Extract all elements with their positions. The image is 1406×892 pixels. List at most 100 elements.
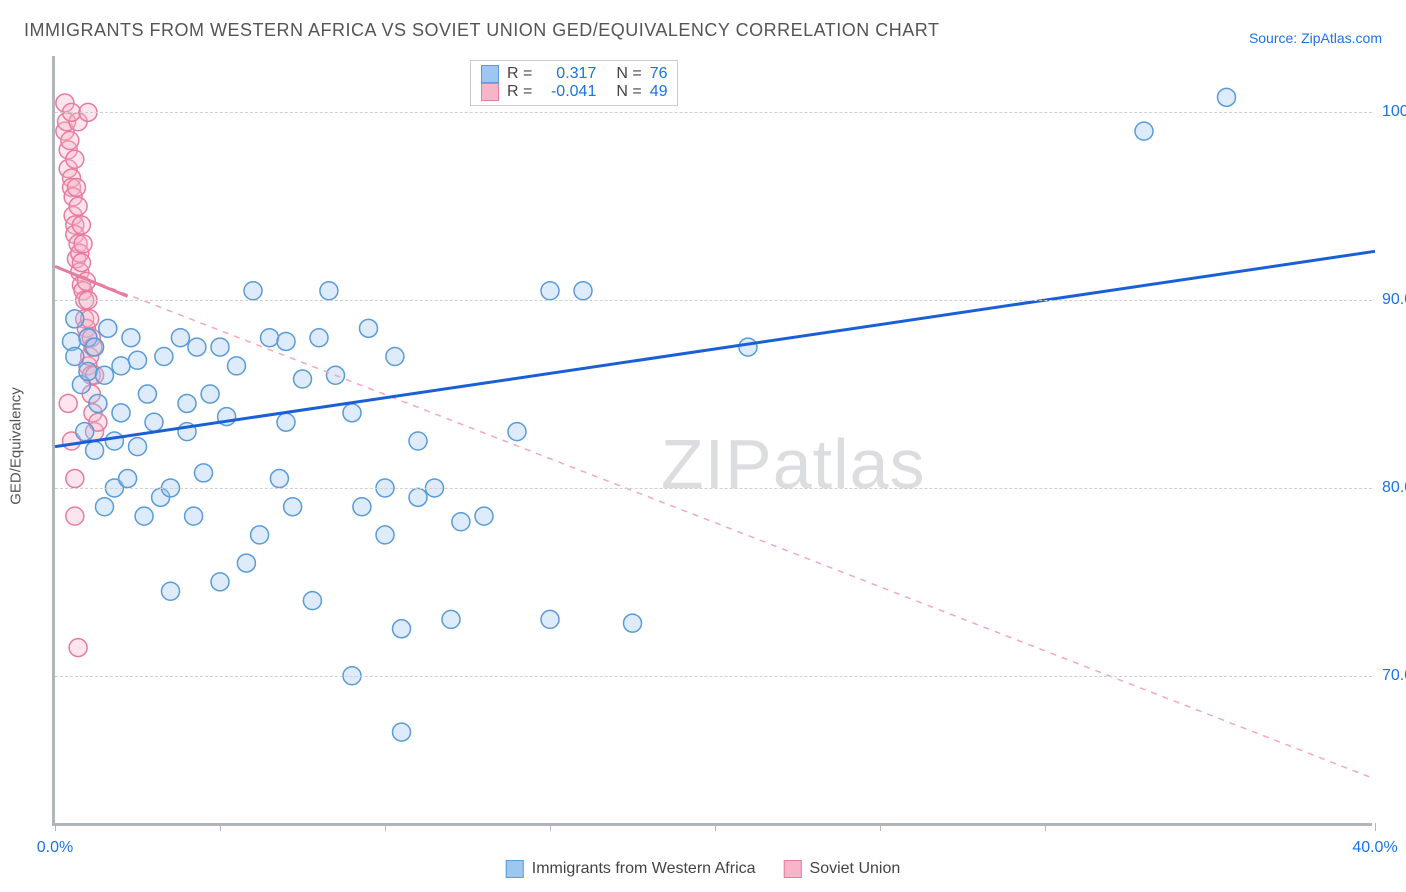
data-point xyxy=(74,235,92,253)
data-point xyxy=(211,573,229,591)
data-point xyxy=(129,351,147,369)
data-point xyxy=(270,470,288,488)
chart-title: IMMIGRANTS FROM WESTERN AFRICA VS SOVIET… xyxy=(24,20,939,41)
data-point xyxy=(86,441,104,459)
data-point xyxy=(122,329,140,347)
r-label-1: R = xyxy=(507,65,532,83)
data-point xyxy=(1218,88,1236,106)
data-point xyxy=(739,338,757,356)
regression-line xyxy=(55,266,1375,779)
data-point xyxy=(178,394,196,412)
data-point xyxy=(69,639,87,657)
data-point xyxy=(393,723,411,741)
legend-row-series1: R = 0.317 N = 76 xyxy=(481,65,667,83)
data-point xyxy=(310,329,328,347)
data-point xyxy=(96,366,114,384)
data-point xyxy=(129,438,147,456)
data-point xyxy=(66,507,84,525)
data-point xyxy=(195,464,213,482)
legend-label-1: Immigrants from Western Africa xyxy=(532,860,756,878)
r-label-2: R = xyxy=(507,83,532,101)
data-point xyxy=(277,413,295,431)
x-tick-label: 0.0% xyxy=(37,839,73,857)
data-point xyxy=(171,329,189,347)
data-point xyxy=(72,254,90,272)
data-point xyxy=(228,357,246,375)
data-point xyxy=(343,404,361,422)
n-label-2: N = xyxy=(616,83,641,101)
x-tick xyxy=(220,823,221,831)
x-tick xyxy=(550,823,551,831)
data-point xyxy=(76,423,94,441)
x-tick xyxy=(385,823,386,831)
legend-swatch-bottom-2 xyxy=(784,860,802,878)
data-point xyxy=(185,507,203,525)
source-prefix: Source: xyxy=(1249,30,1301,46)
n-value-2: 49 xyxy=(650,83,668,101)
data-point xyxy=(624,614,642,632)
y-axis-label: GED/Equivalency xyxy=(8,387,25,505)
data-point xyxy=(145,413,163,431)
y-tick-label: 70.0% xyxy=(1382,667,1406,685)
x-tick xyxy=(55,823,56,831)
data-point xyxy=(155,347,173,365)
legend-label-2: Soviet Union xyxy=(810,860,901,878)
legend-swatch-2 xyxy=(481,83,499,101)
x-tick xyxy=(715,823,716,831)
source-link[interactable]: ZipAtlas.com xyxy=(1301,30,1382,46)
data-point xyxy=(541,282,559,300)
x-tick xyxy=(1045,823,1046,831)
data-point xyxy=(1135,122,1153,140)
y-tick-label: 90.0% xyxy=(1382,291,1406,309)
data-point xyxy=(61,132,79,150)
data-point xyxy=(574,282,592,300)
data-point xyxy=(188,338,206,356)
data-point xyxy=(360,319,378,337)
legend-row-series2: R = -0.041 N = 49 xyxy=(481,83,667,101)
x-tick xyxy=(880,823,881,831)
data-point xyxy=(66,150,84,168)
n-value-1: 76 xyxy=(650,65,668,83)
data-point xyxy=(59,394,77,412)
data-point xyxy=(442,610,460,628)
legend-swatch-1 xyxy=(481,65,499,83)
data-point xyxy=(112,404,130,422)
data-point xyxy=(452,513,470,531)
data-point xyxy=(251,526,269,544)
data-point xyxy=(69,197,87,215)
data-point xyxy=(119,470,137,488)
data-point xyxy=(162,582,180,600)
data-point xyxy=(244,282,262,300)
legend-item-2: Soviet Union xyxy=(784,860,901,878)
gridline-h xyxy=(55,488,1372,489)
gridline-h xyxy=(55,112,1372,113)
gridline-h xyxy=(55,300,1372,301)
data-point xyxy=(320,282,338,300)
data-point xyxy=(409,488,427,506)
y-tick-label: 80.0% xyxy=(1382,479,1406,497)
data-point xyxy=(79,363,97,381)
legend-item-1: Immigrants from Western Africa xyxy=(506,860,756,878)
data-point xyxy=(112,357,130,375)
data-point xyxy=(541,610,559,628)
data-point xyxy=(105,432,123,450)
legend-swatch-bottom-1 xyxy=(506,860,524,878)
plot-svg xyxy=(55,56,1375,826)
regression-line xyxy=(55,251,1375,446)
data-point xyxy=(67,178,85,196)
data-point xyxy=(409,432,427,450)
data-point xyxy=(294,370,312,388)
y-tick-label: 100.0% xyxy=(1382,103,1406,121)
data-point xyxy=(89,394,107,412)
data-point xyxy=(66,310,84,328)
x-tick xyxy=(1375,823,1376,831)
data-point xyxy=(211,338,229,356)
data-point xyxy=(261,329,279,347)
data-point xyxy=(201,385,219,403)
data-point xyxy=(237,554,255,572)
data-point xyxy=(86,338,104,356)
data-point xyxy=(376,526,394,544)
data-point xyxy=(72,216,90,234)
n-label-1: N = xyxy=(616,65,641,83)
data-point xyxy=(393,620,411,638)
